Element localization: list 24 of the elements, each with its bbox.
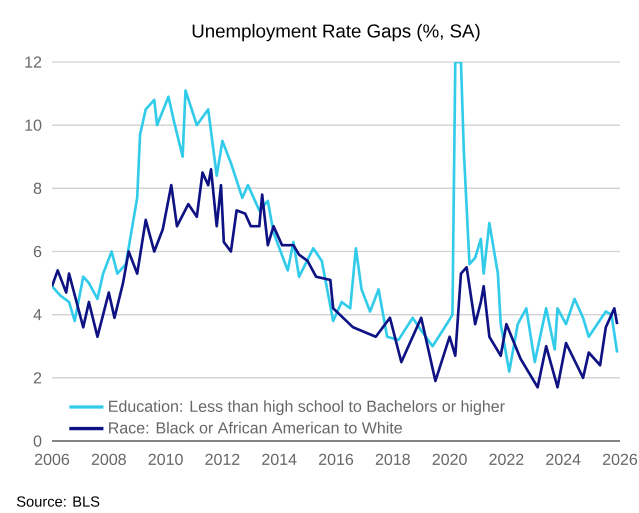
legend-label: Education: Less than high school to Bachelors or higher — [109, 400, 505, 416]
x-tick-label: 2016 — [319, 454, 354, 466]
x-tick-label: 2010 — [148, 454, 183, 466]
source-note: Source: BLS — [16, 496, 100, 507]
x-tick-label: 2006 — [35, 454, 70, 466]
x-tick-label: 2014 — [262, 454, 297, 466]
y-tick-label: 4 — [33, 309, 42, 320]
x-tick-label: 2024 — [546, 454, 581, 466]
line-series — [52, 168, 618, 389]
y-tick-label: 12 — [25, 56, 42, 68]
y-tick-label: 6 — [34, 246, 42, 258]
legend-label: Race: Black or African American to White — [109, 422, 402, 434]
y-tick-label: 10 — [25, 119, 42, 131]
chart-title: Unemployment Rate Gaps (%, SA) — [192, 24, 480, 42]
x-tick-label: 2012 — [205, 454, 240, 466]
line-series — [52, 62, 618, 373]
y-tick-label: 8 — [34, 182, 42, 194]
x-tick-label: 2020 — [432, 454, 467, 466]
x-tick-label: 2018 — [376, 454, 410, 466]
y-tick-label: 2 — [34, 372, 42, 384]
x-tick-label: 2026 — [602, 454, 638, 466]
x-tick-label: 2008 — [92, 454, 126, 466]
y-tick-label: 0 — [34, 435, 42, 447]
x-tick-label: 2022 — [489, 454, 524, 466]
